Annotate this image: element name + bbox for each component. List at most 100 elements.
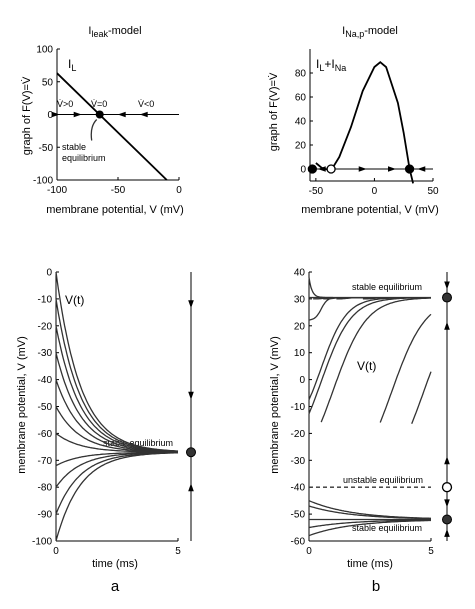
- nap-time-ytick-label: -30: [291, 456, 306, 467]
- vdot-negative-label: V̇<0: [138, 99, 154, 109]
- nap-phase-stable-dot: [307, 164, 317, 174]
- stable-label-1: stable: [62, 142, 86, 152]
- leak-time-ytick-label: -30: [38, 348, 53, 359]
- nap-time-xtick-label: 5: [428, 546, 434, 557]
- nap-time-ytick-label: -40: [291, 483, 306, 494]
- nap-phase-xtick-label: -50: [309, 186, 324, 197]
- vdot-positive-label: V̇>0: [57, 99, 73, 109]
- nap-side-arrow-1: [444, 281, 450, 290]
- leak-phase-arrow-left-2: [139, 111, 148, 118]
- panel-letter-a: a: [111, 578, 120, 595]
- nap-time-ytick-label: 0: [299, 375, 305, 386]
- stable-label-2: equilibrium: [62, 153, 106, 163]
- leak-phase-ytick-label: 100: [36, 45, 53, 56]
- leak-panel-label: IL: [68, 57, 76, 73]
- nap-falling-trajectory: [308, 519, 431, 529]
- nap-time-ytick-label: 40: [294, 268, 306, 279]
- nap-rising-trajectory: [308, 297, 431, 415]
- marks-layer: [51, 110, 453, 537]
- nap-time-xlabel: time (ms): [347, 558, 393, 570]
- leak-time-ytick-label: -60: [38, 429, 53, 440]
- leak-trajectory: [55, 452, 179, 542]
- leak-phase-xtick-label: 0: [176, 185, 182, 196]
- leak-side-arrow-up: [188, 483, 194, 492]
- nap-vt-label: V(t): [357, 359, 376, 373]
- nap-falling-trajectory: [308, 505, 431, 520]
- nap-unstable-eq-label: unstable equilibrium: [343, 475, 423, 485]
- leak-time-ytick-label: -20: [38, 321, 53, 332]
- leak-time-xlabel: time (ms): [92, 558, 138, 570]
- nap-time-ytick-label: -10: [291, 402, 306, 413]
- leak-time-xtick-label: 5: [175, 546, 181, 557]
- vdot-zero-label: V̇=0: [91, 99, 107, 109]
- leak-phase-ytick-label: 50: [42, 77, 54, 88]
- nap-phase-xtick-label: 50: [427, 186, 439, 197]
- nap-phase-ytick-label: 80: [295, 69, 307, 80]
- leak-time-ytick-label: -90: [38, 510, 53, 521]
- nap-rising-trajectory: [320, 297, 431, 423]
- nap-ylabel: graph of F(V)=V̇: [267, 72, 280, 151]
- nap-phase-stable-dot: [404, 164, 415, 174]
- nap-side-upper-stable-dot: [442, 292, 452, 303]
- leak-time-ytick-label: 0: [46, 268, 52, 279]
- nap-falling-trajectory: [308, 519, 431, 537]
- leak-phase-ytick-label: 0: [47, 110, 53, 121]
- curves-layer: [55, 61, 432, 542]
- nap-phase-ytick-label: 40: [295, 117, 307, 128]
- leak-time-ytick-label: -100: [32, 537, 52, 548]
- nap-time-ytick-label: -20: [291, 429, 306, 440]
- nap-time-ylabel: membrane potential, V (mV): [269, 336, 281, 474]
- leak-time-ytick-label: -70: [38, 456, 53, 467]
- nap-side-arrow-2: [444, 321, 450, 330]
- panel-letter-b: b: [372, 578, 380, 595]
- leak-phase-arrow-right-2: [51, 111, 60, 118]
- nap-phase-unstable-dot: [326, 164, 336, 174]
- nap-time-ytick-label: 10: [294, 348, 306, 359]
- nap-rising-trajectory: [379, 313, 432, 423]
- nap-phase-xtick-label: 0: [372, 186, 378, 197]
- leak-time-ylabel: membrane potential, V (mV): [16, 336, 28, 474]
- leak-title: Ileak-model: [88, 25, 141, 39]
- nap-upper-eq-label: stable equilibrium: [352, 282, 422, 292]
- nap-phase-arrow-2: [358, 166, 367, 172]
- nap-phase-arrow-3: [388, 166, 396, 172]
- leak-trajectory: [55, 451, 179, 515]
- nap-side-arrow-3: [444, 456, 450, 465]
- leak-xlabel: membrane potential, V (mV): [46, 204, 184, 216]
- leak-time-ytick-label: -40: [38, 375, 53, 386]
- leak-trajectory: [55, 298, 179, 452]
- nap-title: INa,p-model: [342, 25, 398, 39]
- nap-time-ytick-label: 30: [294, 294, 306, 305]
- leak-vt-label: V(t): [65, 293, 84, 307]
- nap-time-xtick-label: 0: [306, 546, 312, 557]
- nap-side-lower-stable-dot: [442, 514, 452, 525]
- nap-phase-ytick-label: 0: [300, 165, 306, 176]
- leak-ylabel: graph of F(V)=V̇: [20, 76, 33, 155]
- nap-phase-ytick-label: 20: [295, 141, 307, 152]
- nap-side-unstable-dot: [441, 482, 453, 493]
- leak-phase-ytick-label: -100: [33, 176, 53, 187]
- leak-phase-line: [56, 72, 168, 181]
- leak-time-ytick-label: -10: [38, 294, 53, 305]
- leak-trajectory: [55, 325, 179, 453]
- nap-xlabel: membrane potential, V (mV): [301, 204, 439, 216]
- nap-phase-arrow-4: [417, 166, 426, 172]
- nap-phase-arrow-1: [317, 166, 326, 172]
- leak-side-equilibrium-dot: [186, 447, 196, 458]
- nap-phase-ytick-label: 60: [295, 93, 307, 104]
- nap-panel-label: IL+INa: [316, 57, 346, 73]
- nap-rising-trajectory: [411, 371, 432, 424]
- leak-phase-xtick-label: -100: [47, 185, 67, 196]
- nap-side-arrow-4: [444, 499, 450, 508]
- leak-phase-arrow-right: [73, 111, 82, 118]
- leak-time-ytick-label: -50: [38, 402, 53, 413]
- nap-side-arrow-5: [444, 528, 450, 537]
- stable-pointer: [90, 119, 98, 141]
- leak-side-arrow-down-1: [188, 300, 194, 309]
- leak-phase-arrow-left: [117, 111, 126, 118]
- nap-time-ytick-label: 20: [294, 321, 306, 332]
- leak-phase-xtick-label: -50: [111, 185, 126, 196]
- nap-time-ytick-label: -50: [291, 510, 306, 521]
- leak-phase-equilibrium-dot: [95, 110, 104, 119]
